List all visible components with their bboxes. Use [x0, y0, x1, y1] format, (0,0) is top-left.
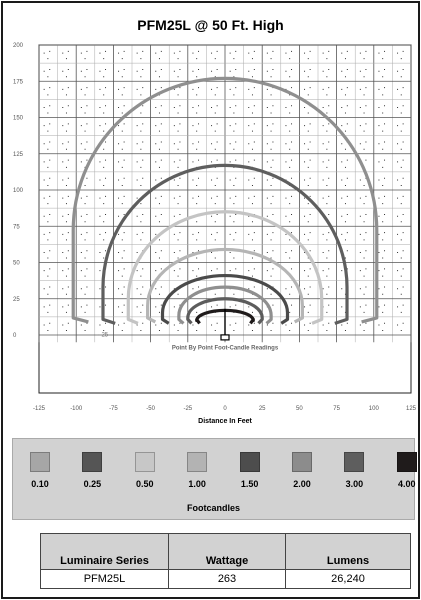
isoline-1-50: [160, 273, 290, 325]
isoline-2-00: [177, 285, 273, 325]
legend-item: 0.50: [125, 452, 165, 489]
y-tick-label: 25: [13, 297, 20, 303]
legend-label: 0.10: [31, 479, 49, 489]
isoline-0-10: [71, 76, 379, 324]
header-lumens: Lumens: [285, 533, 411, 570]
legend-swatch: [344, 452, 365, 472]
legend-label: 0.25: [83, 479, 102, 489]
legend-item: 1.50: [230, 452, 270, 489]
x-tick-label: 50: [296, 406, 303, 412]
spec-table: Luminaire Series Wattage Lumens PFM25L 2…: [40, 533, 411, 589]
fixture-marker: [220, 334, 230, 341]
x-tick-label: -125: [33, 406, 46, 412]
cell-wattage: 263: [168, 569, 286, 589]
x-tick-label: 125: [406, 406, 417, 412]
origin-label: - 25: [98, 332, 109, 338]
isoline-1-00: [146, 247, 304, 324]
y-tick-label: 0: [13, 333, 17, 339]
footcandle-legend: 0.10 0.25 0.50 1.00 1.50 2.00 3.00 4.00 Footcan…: [12, 438, 417, 520]
legend-item: 0.25: [72, 452, 112, 489]
cell-lumens: 26,240: [285, 569, 411, 589]
isoline-3-00: [186, 297, 264, 325]
cell-series: PFM25L: [40, 569, 169, 589]
y-tick-label: 200: [13, 43, 24, 49]
x-tick-label: 75: [333, 406, 340, 412]
legend-label: 0.50: [136, 479, 154, 489]
legend-item: 4.00: [387, 452, 421, 489]
y-tick-label: 175: [13, 79, 24, 85]
legend-item: 1.00: [177, 452, 217, 489]
legend-label: 1.50: [240, 479, 259, 489]
x-tick-label: 100: [369, 406, 380, 412]
legend-swatch: [82, 452, 103, 472]
legend-swatch: [239, 452, 260, 472]
header-wattage: Wattage: [168, 533, 286, 570]
legend-swatch: [134, 452, 155, 472]
x-tick-label: -50: [146, 406, 155, 412]
legend-swatch: [187, 452, 208, 472]
legend-item: 0.10: [20, 452, 60, 489]
legend-items: 0.10 0.25 0.50 1.00 1.50 2.00 3.00 4.00: [13, 452, 417, 502]
header-luminaire-series: Luminaire Series: [40, 533, 169, 570]
table-row: PFM25L 263 26,240: [40, 569, 411, 589]
x-tick-label: 25: [259, 406, 266, 412]
x-axis-label: Distance In Feet: [198, 418, 252, 425]
spec-header-row: Luminaire Series Wattage Lumens: [40, 533, 411, 570]
legend-item: 2.00: [282, 452, 322, 489]
isoline-0-50: [126, 210, 324, 325]
y-tick-label: 125: [13, 152, 24, 158]
y-tick-label: 75: [13, 224, 20, 230]
legend-label: 3.00: [345, 479, 364, 489]
legend-label: 1.00: [188, 479, 206, 489]
isoline-0-25: [101, 163, 349, 325]
y-tick-label: 100: [13, 188, 24, 194]
reading-dots: [43, 50, 404, 331]
legend-swatch: [292, 452, 312, 472]
legend-label: 4.00: [398, 479, 416, 489]
legend-label: 2.00: [293, 479, 311, 489]
x-tick-label: -25: [183, 406, 192, 412]
isoline-plot: 0 25 50 75 100 125 150 175 200 -125 -100 -75 -50 -25 0…: [13, 43, 417, 425]
x-tick-label: -100: [70, 406, 83, 412]
annotation: Point By Point Foot-Candle Readings: [172, 346, 279, 352]
legend-title: Footcandles: [186, 503, 240, 513]
x-tick-label: -75: [109, 406, 118, 412]
x-tick-label: 0: [223, 406, 227, 412]
legend-swatch: [30, 452, 50, 472]
legend-item: 3.00: [334, 452, 374, 489]
y-tick-label: 150: [13, 116, 24, 122]
y-tick-label: 50: [13, 261, 20, 267]
legend-swatch: [396, 452, 417, 472]
chart-title: PFM25L @ 50 Ft. High: [137, 17, 284, 33]
